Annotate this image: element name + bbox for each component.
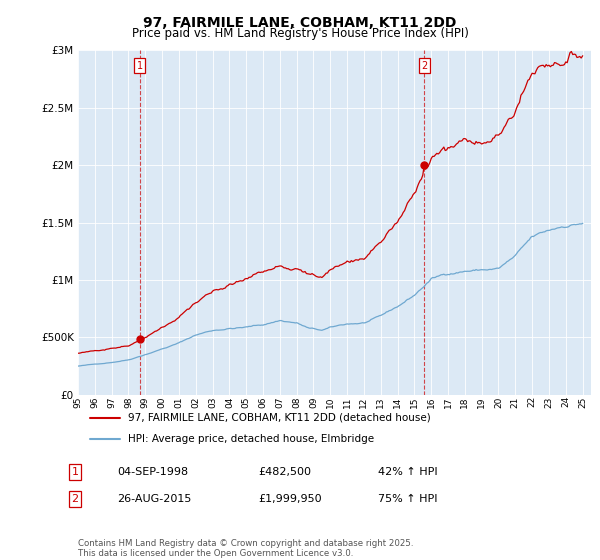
Text: 1: 1 [137, 60, 143, 71]
Text: 04-SEP-1998: 04-SEP-1998 [117, 467, 188, 477]
Text: Contains HM Land Registry data © Crown copyright and database right 2025.
This d: Contains HM Land Registry data © Crown c… [78, 539, 413, 558]
Text: 75% ↑ HPI: 75% ↑ HPI [378, 494, 437, 504]
Text: 2: 2 [421, 60, 427, 71]
Text: 97, FAIRMILE LANE, COBHAM, KT11 2DD: 97, FAIRMILE LANE, COBHAM, KT11 2DD [143, 16, 457, 30]
Text: 26-AUG-2015: 26-AUG-2015 [117, 494, 191, 504]
Text: 97, FAIRMILE LANE, COBHAM, KT11 2DD (detached house): 97, FAIRMILE LANE, COBHAM, KT11 2DD (det… [128, 413, 431, 423]
Text: 1: 1 [71, 467, 79, 477]
Text: Price paid vs. HM Land Registry's House Price Index (HPI): Price paid vs. HM Land Registry's House … [131, 27, 469, 40]
Text: 42% ↑ HPI: 42% ↑ HPI [378, 467, 437, 477]
Text: £1,999,950: £1,999,950 [258, 494, 322, 504]
Text: £482,500: £482,500 [258, 467, 311, 477]
Text: 2: 2 [71, 494, 79, 504]
Text: HPI: Average price, detached house, Elmbridge: HPI: Average price, detached house, Elmb… [128, 435, 374, 444]
